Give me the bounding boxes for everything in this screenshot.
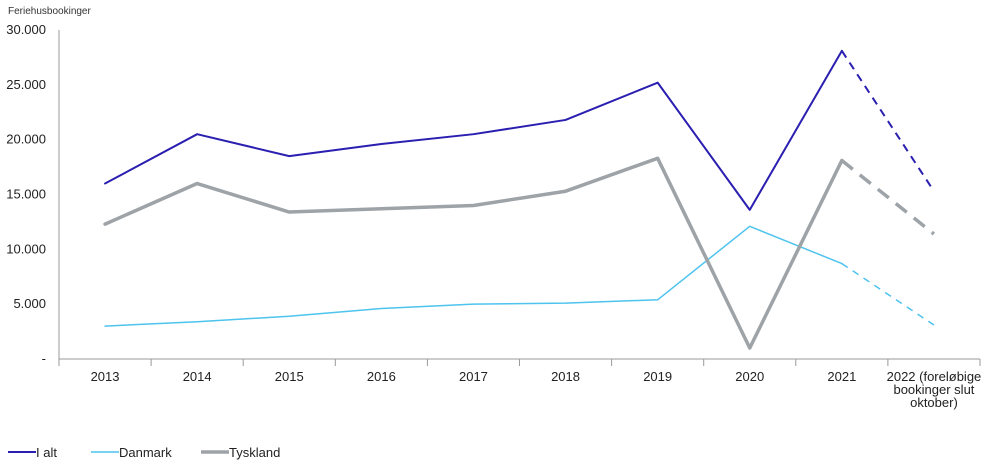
x-tick-label: 2022 (foreløbige bookinger slut oktober) <box>887 369 982 410</box>
series-line-solid <box>104 225 843 327</box>
x-tick-label: 2021 <box>827 369 856 384</box>
x-tick-label: 2020 <box>735 369 764 384</box>
x-tick-label: 2016 <box>367 369 396 384</box>
series-line-dashed <box>841 262 935 326</box>
y-axis-label: Feriehusbookinger <box>8 6 91 17</box>
x-tick-label: 2015 <box>275 369 304 384</box>
series-group <box>103 49 936 350</box>
x-tick-label: 2013 <box>91 369 120 384</box>
y-tick-label: 15.000 <box>6 187 46 202</box>
y-axis: - 5.000 10.000 15.000 20.000 25.000 30.000 <box>6 22 46 366</box>
y-tick-label: - <box>42 351 46 366</box>
series-line-solid <box>103 156 844 350</box>
x-tick-label: 2018 <box>551 369 580 384</box>
legend-label: Tyskland <box>229 445 280 460</box>
legend-label: I alt <box>36 445 57 460</box>
y-tick-label: 10.000 <box>6 241 46 256</box>
legend: I alt Danmark Tyskland <box>8 445 280 460</box>
y-tick-label: 20.000 <box>6 132 46 147</box>
series-line-solid <box>104 49 843 211</box>
series-line-dashed <box>840 159 936 236</box>
x-tick-label: 2019 <box>643 369 672 384</box>
y-tick-label: 30.000 <box>6 22 46 37</box>
y-tick-label: 5.000 <box>13 296 46 311</box>
y-tick-label: 25.000 <box>6 77 46 92</box>
legend-label: Danmark <box>119 445 172 460</box>
series-line-dashed <box>841 50 935 192</box>
x-axis: 2013 2014 2015 2016 2017 2018 2019 2020 2021 2022… <box>58 30 982 410</box>
x-tick-label: 2014 <box>183 369 212 384</box>
x-tick-label: 2017 <box>459 369 488 384</box>
